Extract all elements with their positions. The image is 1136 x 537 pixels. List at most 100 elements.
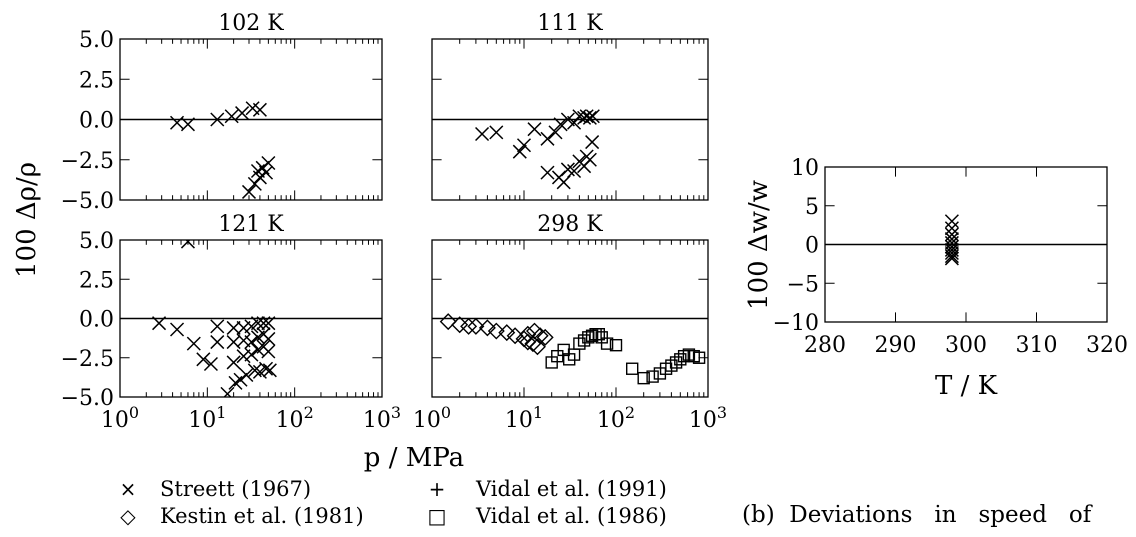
data-point-cross	[261, 155, 276, 171]
data-point-cross	[226, 320, 241, 335]
x-tick-label: 100	[101, 403, 139, 433]
data-point-cross	[220, 386, 235, 397]
data-point-diamond	[519, 333, 537, 351]
data-point-cross	[244, 335, 259, 350]
y-tick-label: −5.0	[61, 189, 114, 214]
marker-group	[170, 101, 276, 199]
data-point-cross	[252, 170, 267, 185]
data-point-square	[677, 349, 691, 363]
y-tick-label: −2.5	[61, 149, 114, 174]
data-point-diamond	[506, 327, 524, 345]
y-tick-label: 10	[791, 156, 819, 181]
data-point-square	[609, 338, 623, 352]
data-point-diamond	[467, 317, 485, 335]
data-point-cross	[585, 135, 600, 150]
data-point-cross	[210, 319, 225, 334]
panel-title: 111 K	[537, 11, 603, 36]
data-point-cross	[489, 125, 504, 140]
data-point-diamond	[487, 322, 505, 340]
y-tick-label: 2.5	[79, 68, 114, 93]
data-point-cross	[475, 126, 490, 142]
data-point-cross	[582, 152, 597, 167]
legend-marker: □	[428, 504, 447, 528]
panel-title: 121 K	[218, 212, 284, 237]
marker-group	[439, 313, 706, 385]
x-tick-label: 101	[188, 403, 226, 433]
speed-x-axis-label: T / K	[935, 371, 998, 401]
marker-group	[944, 214, 959, 266]
data-point-diamond	[528, 338, 546, 356]
data-point-cross	[210, 335, 225, 350]
data-point-square	[585, 329, 599, 342]
legend-marker: +	[429, 477, 446, 501]
data-point-cross	[944, 235, 959, 250]
data-point-square	[573, 337, 586, 350]
data-point-cross	[512, 144, 527, 159]
data-point-cross	[226, 355, 241, 370]
data-point-square	[646, 370, 659, 383]
data-point-cross	[210, 112, 225, 127]
data-point-cross	[244, 347, 259, 362]
data-point-cross	[241, 184, 257, 199]
data-point-cross	[247, 176, 262, 191]
figure-caption: (b) Deviations in speed of	[742, 502, 1093, 528]
y-tick-label: 5.0	[79, 28, 114, 53]
y-tick-label: −10	[773, 311, 819, 336]
data-point-cross	[261, 331, 276, 346]
data-point-cross	[186, 336, 201, 351]
data-point-cross	[196, 352, 211, 367]
data-point-cross	[152, 316, 167, 331]
y-tick-label: 0.0	[79, 308, 114, 333]
x-tick-label: 280	[804, 333, 846, 358]
data-point-cross	[944, 251, 959, 266]
y-tick-label: −2.5	[61, 347, 114, 372]
x-tick-label: 100	[413, 403, 451, 433]
data-point-cross	[585, 109, 600, 124]
data-point-cross	[944, 214, 959, 229]
data-point-cross	[567, 115, 582, 130]
y-tick-label: 0.0	[79, 109, 114, 134]
marker-group	[152, 240, 277, 397]
data-point-cross	[540, 131, 555, 146]
x-tick-label: 290	[875, 333, 917, 358]
data-point-cross	[262, 363, 277, 378]
data-point-square	[665, 359, 678, 372]
data-point-cross	[944, 221, 959, 236]
density-y-axis-label: 100 Δρ/ρ	[12, 162, 42, 278]
data-point-cross	[944, 249, 959, 264]
legend-marker: ◇	[120, 504, 136, 528]
legend-marker: ×	[120, 477, 137, 501]
legend-label: Streett (1967)	[160, 477, 311, 501]
data-point-cross	[233, 372, 248, 387]
data-point-square	[600, 337, 614, 350]
data-point-square	[577, 334, 591, 347]
data-point-cross	[516, 138, 532, 153]
data-point-square	[674, 353, 687, 366]
x-tick-label: 300	[945, 333, 987, 358]
legend-label: Kestin et al. (1981)	[160, 504, 364, 528]
data-point-square	[637, 371, 650, 385]
y-tick-label: 2.5	[79, 268, 114, 293]
x-tick-label: 320	[1086, 333, 1128, 358]
data-point-cross	[170, 322, 185, 337]
data-point-diamond	[460, 317, 478, 335]
data-point-cross	[548, 125, 563, 140]
data-point-cross	[252, 102, 267, 117]
data-point-cross	[579, 109, 594, 124]
x-tick-label: 101	[505, 403, 543, 433]
x-tick-label: 102	[276, 403, 314, 433]
data-point-diamond	[439, 313, 457, 331]
y-tick-label: −5	[787, 272, 819, 297]
x-tick-label: 310	[1016, 333, 1058, 358]
data-point-diamond	[498, 324, 516, 342]
data-point-cross	[235, 106, 250, 121]
data-point-square	[551, 349, 564, 363]
data-point-cross	[261, 344, 276, 359]
data-point-square	[669, 356, 683, 369]
x-tick-label: 103	[689, 403, 727, 433]
data-point-cross	[250, 316, 265, 331]
data-point-square	[692, 351, 706, 364]
data-point-cross	[180, 240, 195, 249]
density-x-axis-label: p / MPa	[364, 443, 464, 473]
